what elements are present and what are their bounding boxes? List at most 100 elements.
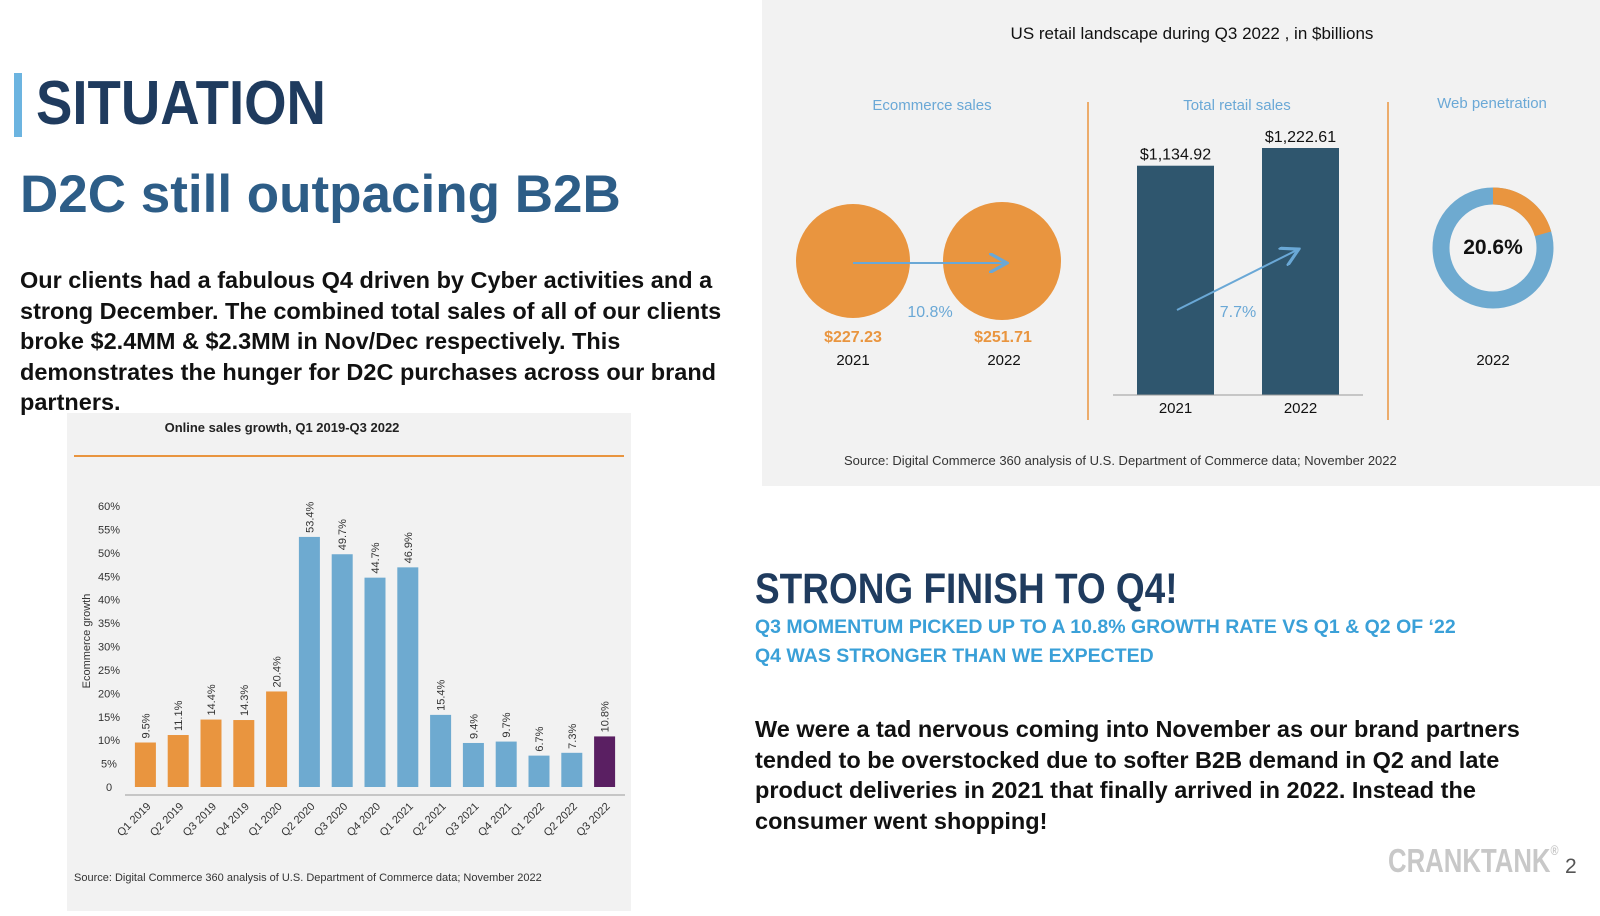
- ecommerce-2021-year: 2021: [836, 352, 869, 369]
- x-tick-label: Q2 2022: [542, 801, 580, 839]
- ecommerce-2021-circle: [796, 204, 910, 318]
- x-tick-label: Q3 2020: [312, 801, 350, 839]
- web-penetration-value: 20.6%: [1463, 236, 1523, 259]
- chart-title: Online sales growth, Q1 2019-Q3 2022: [165, 420, 400, 435]
- landscape-title: US retail landscape during Q3 2022 , in …: [1011, 24, 1374, 43]
- ecommerce-2022-value: $251.71: [974, 329, 1032, 346]
- x-tick-label: Q4 2019: [214, 801, 252, 839]
- retail-year-label: 2022: [1284, 400, 1317, 417]
- bar-q2-2020: [298, 536, 320, 787]
- logo-text: CRANKTANK: [1388, 842, 1551, 879]
- y-tick-label: 5%: [101, 759, 117, 771]
- ecommerce-growth: 10.8%: [907, 304, 952, 321]
- y-tick-label: 30%: [98, 642, 120, 654]
- data-label: 9.7%: [501, 712, 513, 737]
- y-tick-label: 10%: [98, 735, 120, 747]
- retail-value-label: $1,134.92: [1140, 147, 1211, 164]
- retail-growth: 7.7%: [1220, 304, 1256, 321]
- data-label: 46.9%: [403, 532, 415, 563]
- bar-q2-2019: [167, 735, 189, 787]
- growth-chart-svg: Online sales growth, Q1 2019-Q3 2022 Eco…: [74, 420, 625, 884]
- x-tick-label: Q4 2020: [345, 801, 383, 839]
- total-retail-label: Total retail sales: [1183, 97, 1291, 114]
- retail-landscape-svg: US retail landscape during Q3 2022 , in …: [796, 24, 1554, 468]
- ecommerce-label: Ecommerce sales: [872, 97, 991, 114]
- y-tick-label: 45%: [98, 571, 120, 583]
- landscape-source: Source: Digital Commerce 360 analysis of…: [844, 453, 1397, 468]
- data-label: 49.7%: [337, 519, 349, 550]
- retail-growth-arrow: [1176, 250, 1297, 311]
- data-label: 15.4%: [436, 679, 448, 710]
- bar-q3-2020: [331, 554, 353, 787]
- y-axis-label: Ecommerce growth: [81, 594, 93, 689]
- data-label: 44.7%: [370, 542, 382, 573]
- donut-web-share: [1492, 187, 1552, 237]
- data-label: 9.5%: [140, 713, 152, 738]
- y-tick-label: 25%: [98, 665, 120, 677]
- ecommerce-2022-year: 2022: [987, 352, 1020, 369]
- bar-q4-2021: [495, 741, 517, 787]
- y-tick-label: 60%: [98, 501, 120, 513]
- y-tick-label: 50%: [98, 548, 120, 560]
- headline: D2C still outpacing B2B: [20, 165, 621, 224]
- ecommerce-2021-value: $227.23: [824, 329, 882, 346]
- y-tick-label: 15%: [98, 712, 120, 724]
- retail-year-label: 2021: [1159, 400, 1192, 417]
- ecommerce-2022-circle: [943, 202, 1061, 320]
- x-tick-label: Q1 2020: [246, 801, 284, 839]
- data-label: 53.4%: [304, 502, 316, 533]
- data-label: 14.4%: [206, 684, 218, 715]
- y-tick-label: 55%: [98, 524, 120, 536]
- x-tick-label: Q2 2019: [148, 801, 186, 839]
- data-label: 7.3%: [567, 724, 579, 749]
- retail-value-label: $1,222.61: [1265, 129, 1336, 146]
- momentum-subtitle: Q3 MOMENTUM PICKED UP TO A 10.8% GROWTH …: [755, 616, 1456, 638]
- retail-landscape-panel: US retail landscape during Q3 2022 , in …: [762, 0, 1600, 486]
- body-text: Our clients had a fabulous Q4 driven by …: [20, 267, 722, 415]
- x-tick-label: Q3 2021: [443, 801, 481, 839]
- page-number: 2: [1565, 855, 1577, 878]
- web-penetration-label: Web penetration: [1437, 95, 1547, 112]
- data-label: 20.4%: [272, 656, 284, 687]
- data-label: 6.7%: [534, 726, 546, 751]
- web-penetration-year: 2022: [1476, 352, 1509, 369]
- bar-q3-2022: [594, 736, 616, 787]
- retail-bar-2021: [1137, 165, 1214, 395]
- y-tick-label: 35%: [98, 618, 120, 630]
- x-tick-label: Q3 2019: [181, 801, 219, 839]
- strong-finish-title: STRONG FINISH TO Q4!: [755, 565, 1178, 613]
- data-label: 9.4%: [468, 714, 480, 739]
- bar-q3-2021: [462, 742, 484, 787]
- bar-q3-2019: [200, 719, 222, 787]
- online-sales-growth-chart: Online sales growth, Q1 2019-Q3 2022 Eco…: [67, 413, 631, 911]
- cranktank-logo: CRANKTANK®: [1388, 842, 1559, 880]
- chart-source: Source: Digital Commerce 360 analysis of…: [74, 872, 542, 884]
- data-label: 11.1%: [173, 700, 185, 731]
- x-tick-label: Q4 2021: [476, 801, 514, 839]
- y-tick-label: 40%: [98, 595, 120, 607]
- y-tick-label: 0: [106, 782, 112, 794]
- bar-q1-2022: [528, 755, 550, 787]
- x-tick-label: Q2 2020: [279, 801, 317, 839]
- bar-q4-2020: [364, 577, 386, 787]
- data-label: 10.8%: [600, 701, 612, 732]
- bar-q2-2021: [430, 714, 452, 787]
- section-title: SITUATION: [36, 69, 326, 138]
- x-tick-label: Q2 2021: [410, 801, 448, 839]
- bar-q1-2020: [266, 691, 288, 787]
- y-tick-label: 20%: [98, 688, 120, 700]
- x-tick-label: Q1 2022: [509, 801, 547, 839]
- summary-paragraph: We were a tad nervous coming into Novemb…: [755, 716, 1520, 834]
- bar-q4-2019: [233, 720, 255, 787]
- logo-mark: ®: [1550, 842, 1559, 858]
- data-label: 14.3%: [239, 685, 251, 716]
- retail-bar-2022: [1262, 148, 1339, 395]
- bar-q1-2021: [397, 567, 419, 787]
- x-tick-label: Q1 2021: [378, 801, 416, 839]
- title-accent-bar: [14, 73, 22, 137]
- bar-q2-2022: [561, 752, 583, 787]
- x-tick-label: Q3 2022: [574, 801, 612, 839]
- q4-subtitle: Q4 WAS STRONGER THAN WE EXPECTED: [755, 645, 1154, 667]
- x-tick-label: Q1 2019: [115, 801, 153, 839]
- bar-q1-2019: [134, 742, 156, 787]
